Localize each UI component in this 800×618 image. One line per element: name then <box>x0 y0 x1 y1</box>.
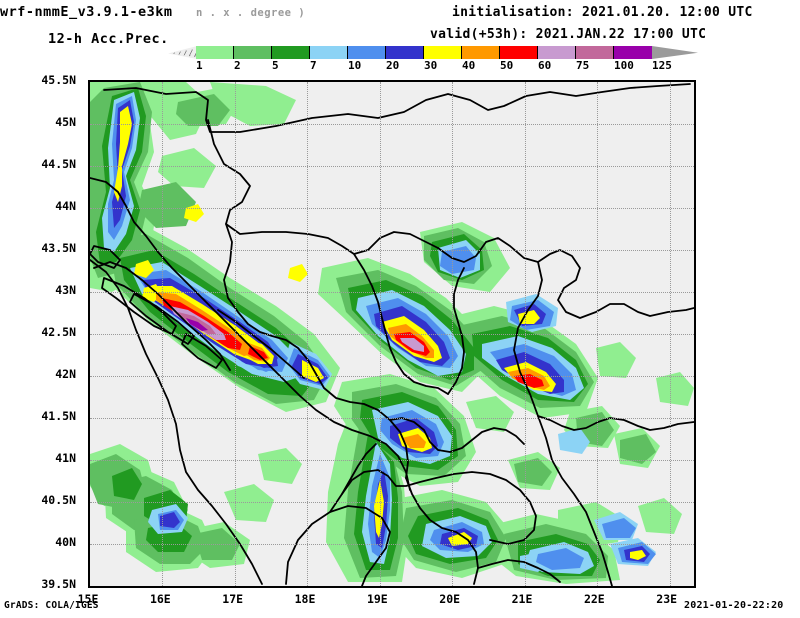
colorbar-bands <box>196 46 652 59</box>
y-axis-label: 43N <box>55 283 76 297</box>
y-axis-tick <box>88 586 90 588</box>
colorbar-over-arrow <box>652 46 698 59</box>
gridline-horizontal <box>90 544 694 545</box>
x-axis-label: 23E <box>656 592 678 606</box>
x-axis-tick <box>90 586 92 588</box>
colorbar-under-hatch <box>170 49 196 57</box>
gridline-horizontal <box>90 166 694 167</box>
map-plot-area <box>88 80 696 588</box>
y-axis-label: 44.5N <box>41 157 76 171</box>
y-axis-tick <box>88 208 90 210</box>
colorbar-band-0 <box>196 46 234 59</box>
colorbar-band-4 <box>348 46 386 59</box>
y-axis-label: 43.5N <box>41 241 76 255</box>
x-axis-tick <box>596 586 598 588</box>
colorbar-band-10 <box>576 46 614 59</box>
y-axis-label: 44N <box>55 199 76 213</box>
y-axis-tick <box>88 460 90 462</box>
x-axis-tick <box>235 586 237 588</box>
gridline-horizontal <box>90 334 694 335</box>
x-axis-label: 15E <box>77 592 99 606</box>
gridline-horizontal <box>90 502 694 503</box>
colorbar-band-11 <box>614 46 652 59</box>
x-axis-label: 22E <box>583 592 605 606</box>
y-axis-tick <box>88 166 90 168</box>
colorbar-band-6 <box>424 46 462 59</box>
colorbar-band-5 <box>386 46 424 59</box>
x-axis-tick <box>307 586 309 588</box>
colorbar-band-8 <box>500 46 538 59</box>
x-axis-label: 19E <box>366 592 388 606</box>
initialisation-time: initialisation: 2021.01.20. 12:00 UTC <box>452 5 753 20</box>
y-axis-label: 40.5N <box>41 493 76 507</box>
valid-time: valid(+53h): 2021.JAN.22 17:00 UTC <box>430 27 707 42</box>
gridline-horizontal <box>90 376 694 377</box>
colorbar-band-2 <box>272 46 310 59</box>
x-axis-tick <box>669 586 671 588</box>
colorbar-band-1 <box>234 46 272 59</box>
y-axis-tick <box>88 502 90 504</box>
colorbar-band-3 <box>310 46 348 59</box>
field-title: 12-h Acc.Prec. <box>48 31 169 47</box>
colorbar-band-7 <box>462 46 500 59</box>
y-axis-label: 41.5N <box>41 409 76 423</box>
y-axis-label: 45.5N <box>41 73 76 87</box>
x-axis-label: 21E <box>511 592 533 606</box>
colorbar-under-arrow <box>168 46 197 59</box>
gridline-horizontal <box>90 124 694 125</box>
y-axis-tick <box>88 292 90 294</box>
resolution-note: n . x . degree ) <box>196 7 306 19</box>
y-axis-tick <box>88 124 90 126</box>
gridline-horizontal <box>90 292 694 293</box>
y-axis-label: 42N <box>55 367 76 381</box>
x-axis-tick <box>162 586 164 588</box>
y-axis-label: 42.5N <box>41 325 76 339</box>
y-axis-label: 41N <box>55 451 76 465</box>
x-axis-label: 18E <box>294 592 316 606</box>
y-axis-tick <box>88 418 90 420</box>
x-axis-label: 17E <box>222 592 244 606</box>
gridline-horizontal <box>90 460 694 461</box>
grads-credit: GrADS: COLA/IGES <box>4 600 99 611</box>
gridline-horizontal <box>90 208 694 209</box>
y-axis-tick <box>88 334 90 336</box>
y-axis-label: 39.5N <box>41 577 76 591</box>
y-axis-label: 40N <box>55 535 76 549</box>
x-axis-label: 16E <box>149 592 171 606</box>
y-axis-tick <box>88 544 90 546</box>
y-axis-tick <box>88 376 90 378</box>
render-timestamp: 2021-01-20-22:20 <box>684 600 784 611</box>
x-axis-tick <box>452 586 454 588</box>
colorbar-band-9 <box>538 46 576 59</box>
gridline-horizontal <box>90 418 694 419</box>
y-axis-label: 45N <box>55 115 76 129</box>
model-title: wrf-nmmE_v3.9.1-e3km <box>0 4 173 20</box>
gridline-horizontal <box>90 250 694 251</box>
x-axis-label: 20E <box>439 592 461 606</box>
y-axis-tick <box>88 82 90 84</box>
x-axis-tick <box>524 586 526 588</box>
map-canvas <box>90 82 694 586</box>
x-axis-tick <box>379 586 381 588</box>
y-axis-tick <box>88 250 90 252</box>
